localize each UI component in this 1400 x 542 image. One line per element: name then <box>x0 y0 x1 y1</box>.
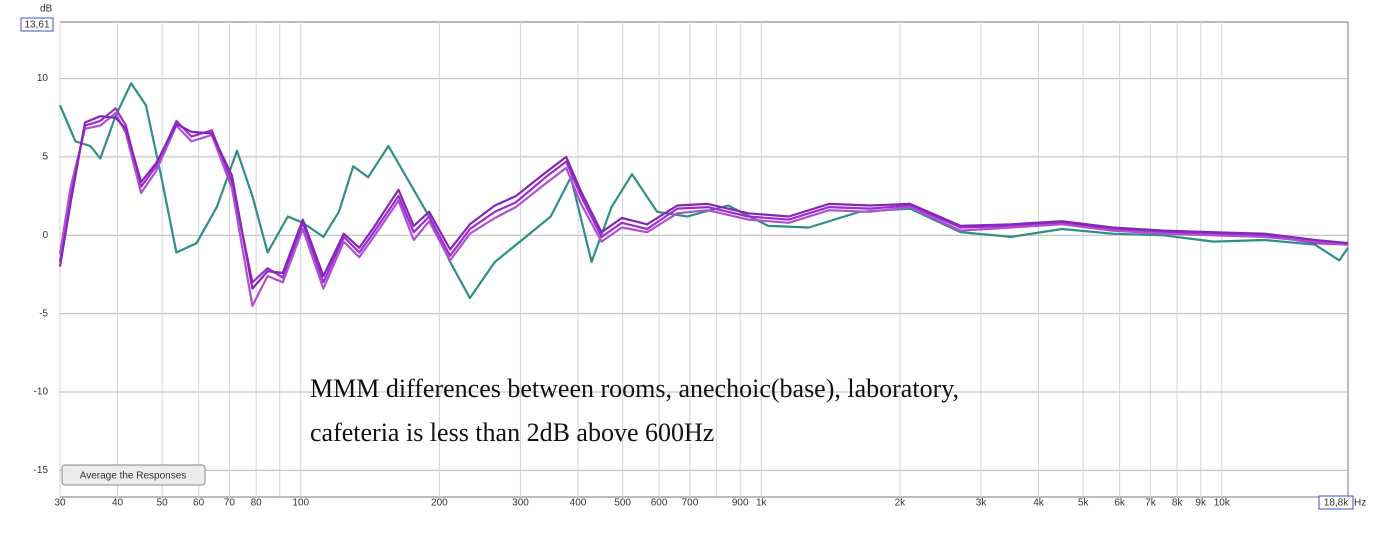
x-tick-label: 7k <box>1145 498 1157 509</box>
x-tick-label: 40 <box>112 498 124 509</box>
x-tick-label: 200 <box>431 498 448 509</box>
x-tick-label: 30 <box>54 498 66 509</box>
x-tick-label: 2k <box>895 498 907 509</box>
x-tick-label: 300 <box>512 498 529 509</box>
x-tick-label: 10k <box>1214 498 1231 509</box>
x-tick-label: 500 <box>614 498 631 509</box>
x-tick-label: 900 <box>732 498 749 509</box>
x-tick-label: 3k <box>976 498 988 509</box>
x-unit: Hz <box>1354 498 1366 509</box>
plot-frame <box>59 21 1349 498</box>
series-line <box>58 82 1349 300</box>
y-unit: dB <box>40 4 53 15</box>
x-max-box <box>1318 495 1354 510</box>
x-tick-label: 9k <box>1195 498 1207 509</box>
series-line <box>58 107 1349 284</box>
x-tick-label: 700 <box>682 498 699 509</box>
x-tick-label: 4k <box>1033 498 1045 509</box>
x-max-label: 18,8k <box>1324 498 1349 509</box>
y-tick-label: 10 <box>37 73 49 84</box>
x-tick-label: 1k <box>756 498 768 509</box>
x-tick-label: 80 <box>251 498 263 509</box>
y-tick-label: -5 <box>39 308 48 319</box>
x-tick-label: 50 <box>157 498 169 509</box>
x-tick-label: 600 <box>651 498 668 509</box>
y-max-label: 13,61 <box>24 20 49 31</box>
y-max-box <box>20 17 54 32</box>
series-line <box>58 115 1349 290</box>
x-tick-label: 70 <box>224 498 236 509</box>
x-tick-label: 5k <box>1078 498 1090 509</box>
y-tick-label: -10 <box>34 387 49 398</box>
x-tick-label: 6k <box>1114 498 1126 509</box>
y-tick-label: -15 <box>34 465 49 476</box>
button-bg[interactable] <box>61 464 206 486</box>
annotation: MMM differences between rooms, anechoic(… <box>310 374 959 403</box>
average-button[interactable]: Average the Responses <box>61 464 206 486</box>
x-tick-label: 60 <box>193 498 205 509</box>
button-label[interactable]: Average the Responses <box>80 471 187 482</box>
lines <box>58 82 1349 307</box>
y-tick-label: 5 <box>42 152 48 163</box>
x-tick-label: 400 <box>570 498 587 509</box>
x-tick-label: 100 <box>292 498 309 509</box>
annotation: cafeteria is less than 2dB above 600Hz <box>310 418 714 447</box>
x-tick-label: 8k <box>1172 498 1184 509</box>
y-tick-label: 0 <box>42 230 48 241</box>
